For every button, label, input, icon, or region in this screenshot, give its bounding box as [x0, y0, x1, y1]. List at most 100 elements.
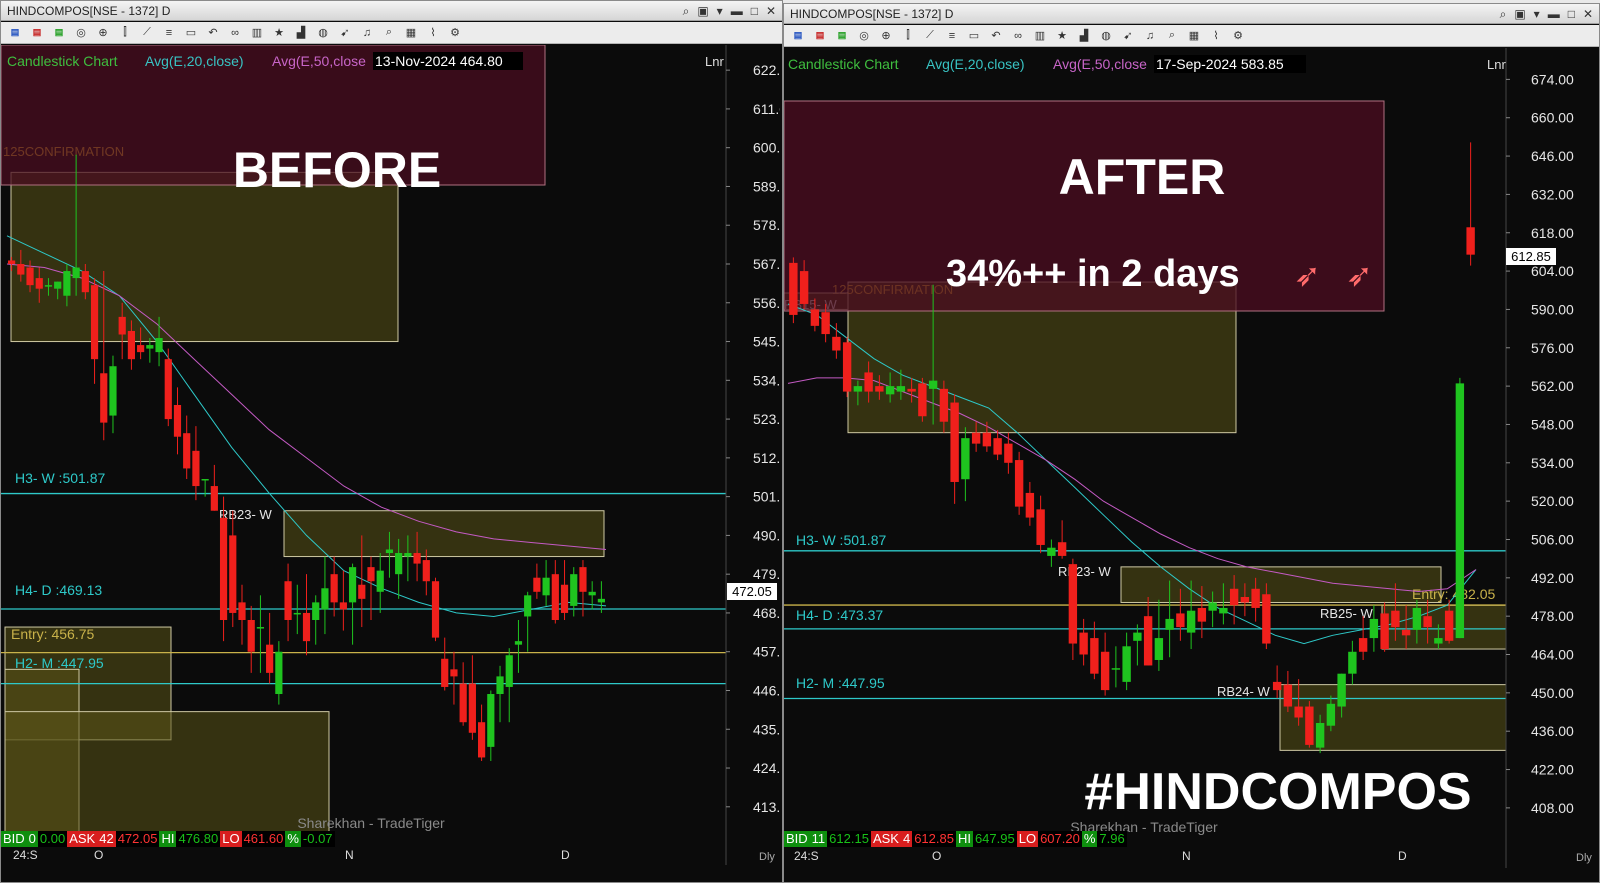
right-overlay-title: AFTER [1059, 149, 1226, 205]
right-zone-label: RB25- W [1320, 606, 1373, 621]
left-level-label: H3- W :501.87 [15, 470, 105, 486]
left-y-tick-label: 578.00 [753, 217, 780, 233]
target-order-icon[interactable]: ▤ [837, 30, 847, 40]
left-candle-body [376, 570, 384, 592]
minimize-icon[interactable]: ▬ [730, 4, 743, 18]
left-candle-body [275, 651, 283, 695]
indicator-icon[interactable]: ▟ [296, 27, 306, 39]
right-candle-body [1219, 607, 1228, 614]
undo-icon[interactable]: ↶ [991, 30, 1001, 42]
alarm-icon[interactable]: ◎ [76, 27, 86, 39]
favorite-icon[interactable]: ★ [1057, 30, 1067, 42]
favorite-icon[interactable]: ★ [274, 27, 284, 39]
left-level-label: H4- D :469.13 [15, 582, 102, 598]
stop-order-icon[interactable]: ▤ [815, 30, 825, 40]
line-chart-icon[interactable]: ⌇ [1213, 30, 1219, 42]
right-candle-body [982, 432, 992, 447]
close-icon[interactable]: ✕ [1582, 7, 1593, 21]
pointer-icon[interactable]: ➹ [1123, 30, 1133, 42]
left-chart[interactable]: 125CONFIRMATIONRB23- W H3- W :501.87 H4- … [1, 45, 780, 882]
link-icon[interactable]: ∞ [231, 26, 239, 39]
layout-icon[interactable]: ▥ [1034, 30, 1046, 42]
left-candle-body [533, 577, 541, 592]
maximize-icon[interactable]: □ [750, 4, 758, 18]
left-candle-body [72, 267, 80, 279]
hline-icon[interactable]: ≡ [948, 29, 956, 42]
left-legend-ma20: Avg(E,20,close) [145, 53, 244, 69]
right-candle-body [1165, 618, 1174, 630]
trendline-icon[interactable]: ⟋ [926, 29, 934, 41]
left-candle-body [367, 567, 375, 582]
dropdown-icon[interactable]: ▾ [716, 4, 723, 18]
zoom-icon[interactable]: ⌕ [385, 26, 393, 38]
chart-type-icon[interactable]: ⫿ [906, 29, 910, 41]
settings-icon[interactable]: ⚙ [450, 27, 460, 39]
search-icon[interactable]: ⌕ [1499, 7, 1507, 21]
entry-order-icon[interactable]: ▤ [793, 30, 803, 40]
right-candle-body [821, 312, 830, 335]
right-candle-body [939, 388, 949, 422]
left-zone [4, 711, 330, 840]
export-icon[interactable]: ▣ [697, 4, 709, 18]
left-candle-body [312, 602, 320, 620]
dropdown-icon[interactable]: ▾ [1533, 7, 1540, 21]
crosshair-icon[interactable]: ⊕ [98, 27, 108, 39]
delete-icon[interactable]: ▦ [405, 27, 417, 39]
alarm-icon[interactable]: ◎ [859, 30, 869, 42]
left-period-label[interactable]: Dly [759, 851, 775, 863]
crosshair-icon[interactable]: ⊕ [881, 30, 891, 42]
close-icon[interactable]: ✕ [765, 4, 776, 18]
left-bid-label: BID [1, 831, 27, 847]
target-order-icon[interactable]: ▤ [54, 27, 64, 37]
scan-icon[interactable]: ◍ [318, 27, 328, 39]
trendline-icon[interactable]: ⟋ [143, 26, 151, 38]
left-candle-body [173, 404, 182, 437]
settings-icon[interactable]: ⚙ [1233, 30, 1243, 42]
entry-order-icon[interactable]: ▤ [10, 27, 20, 37]
left-candle-body [588, 591, 596, 596]
left-y-tick-label: 413.00 [753, 799, 780, 815]
zoom-icon[interactable]: ⌕ [1168, 29, 1176, 41]
left-y-axis: 622.00 611.00 600.00 589.00 578.00 567.00 556.… [725, 45, 780, 882]
bell-icon[interactable]: ♫ [1145, 29, 1155, 42]
left-legend-date-price: 13-Nov-2024 464.80 [375, 53, 503, 69]
chart-type-icon[interactable]: ⫿ [123, 26, 127, 38]
right-hi-label: HI [955, 831, 973, 847]
maximize-icon[interactable]: □ [1567, 7, 1575, 21]
pointer-icon[interactable]: ➹ [340, 27, 350, 39]
undo-icon[interactable]: ↶ [208, 27, 218, 39]
right-period-label[interactable]: Dly [1576, 852, 1592, 864]
rocket-icon: ➶ [1294, 257, 1321, 293]
left-ask-price: 472.05 [115, 831, 160, 847]
right-candle-body [1111, 668, 1121, 670]
search-icon[interactable]: ⌕ [682, 4, 690, 18]
minimize-icon[interactable]: ▬ [1547, 7, 1560, 21]
left-candle-body [505, 655, 513, 687]
layout-icon[interactable]: ▥ [251, 27, 263, 39]
rectangle-icon[interactable]: ▭ [185, 27, 197, 39]
scan-icon[interactable]: ◍ [1101, 30, 1111, 42]
stop-order-icon[interactable]: ▤ [32, 27, 42, 37]
right-x-tick: N [1182, 849, 1191, 863]
right-candle-body [918, 383, 927, 417]
right-x-tick: O [932, 849, 942, 863]
right-y-tick-label: 436.00 [1531, 723, 1574, 739]
left-candle-body [477, 722, 486, 758]
indicator-icon[interactable]: ▟ [1079, 30, 1089, 42]
right-candle-body [1262, 594, 1271, 644]
left-x-axis: 24:S O N D [1, 848, 761, 864]
right-candle-body [1090, 638, 1099, 674]
left-candle-body [247, 619, 255, 652]
link-icon[interactable]: ∞ [1014, 29, 1022, 42]
right-candle-body [1272, 681, 1282, 691]
delete-icon[interactable]: ▦ [1188, 30, 1200, 42]
right-candle-body [1305, 706, 1314, 745]
right-candle-body [832, 336, 841, 351]
hline-icon[interactable]: ≡ [165, 26, 173, 39]
right-candle-body [1380, 613, 1389, 650]
bell-icon[interactable]: ♫ [362, 26, 372, 39]
export-icon[interactable]: ▣ [1514, 7, 1526, 21]
line-chart-icon[interactable]: ⌇ [430, 27, 436, 39]
rectangle-icon[interactable]: ▭ [968, 30, 980, 42]
